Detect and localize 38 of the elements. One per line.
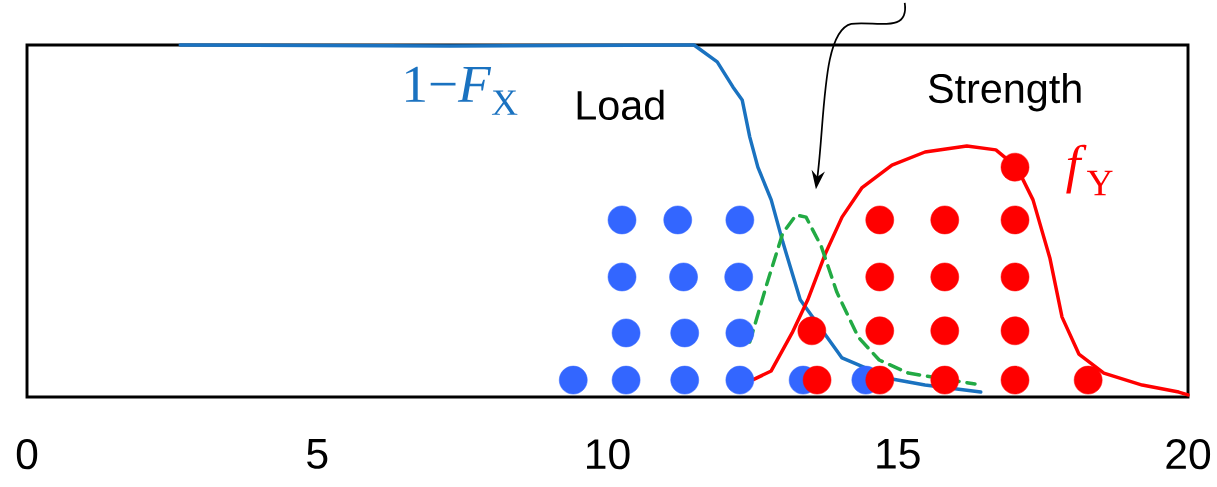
- legend-label: f$_{Y}$: [1066, 144, 1113, 196]
- point: [1073, 365, 1103, 395]
- point: [930, 205, 960, 235]
- point: [930, 365, 960, 395]
- point: [725, 205, 755, 235]
- point: [930, 262, 960, 292]
- point: [865, 205, 895, 235]
- x-tick-label: 10: [587, 439, 630, 470]
- series-label: 1−F$_{X}$: [406, 66, 518, 115]
- point: [669, 262, 698, 292]
- point: [865, 316, 895, 346]
- point: [865, 262, 895, 292]
- point: [607, 205, 637, 235]
- point: [865, 365, 895, 395]
- annotation: Load: [577, 89, 664, 121]
- point: [1000, 152, 1030, 182]
- point: [611, 365, 641, 395]
- point: [1000, 205, 1030, 235]
- x-tick-label: 0: [16, 439, 38, 470]
- point: [558, 365, 588, 395]
- point: [802, 365, 832, 395]
- point: [1000, 262, 1030, 292]
- x-tick-label: 5: [307, 439, 328, 469]
- point: [724, 262, 753, 292]
- point: [1000, 365, 1030, 395]
- point: [670, 318, 699, 348]
- point: [670, 365, 699, 395]
- point: [725, 365, 755, 395]
- point: [930, 316, 960, 346]
- point: [725, 318, 755, 348]
- annotation: Strength: [928, 72, 1081, 112]
- point: [797, 316, 827, 346]
- point: [611, 318, 641, 348]
- point: [663, 205, 693, 235]
- point: [607, 262, 637, 292]
- x-tick-label: 20: [1166, 439, 1211, 470]
- point: [1000, 316, 1030, 346]
- x-tick-label: 15: [877, 439, 920, 469]
